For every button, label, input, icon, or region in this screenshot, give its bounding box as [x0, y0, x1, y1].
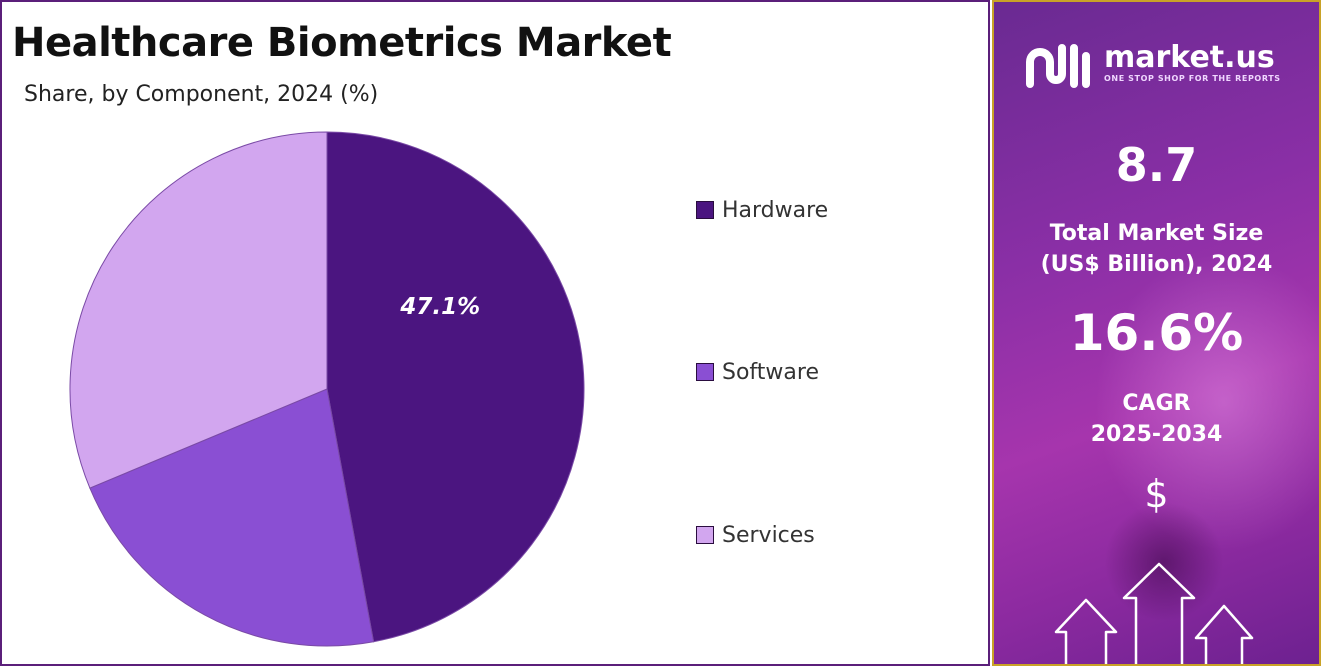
pie-slice-software: [89, 388, 375, 647]
legend-swatch-services: [696, 526, 714, 544]
legend-item-software: Software: [696, 357, 819, 387]
market-size-value: 8.7: [1115, 138, 1198, 192]
pie-chart: 47.1%: [69, 131, 585, 647]
dollar-icon: $: [1144, 472, 1169, 516]
chart-subtitle: Share, by Component, 2024 (%): [24, 82, 379, 107]
cagr-label-line2: 2025-2034: [1090, 422, 1223, 447]
legend-item-hardware: Hardware: [696, 195, 828, 225]
summary-panel: market.us ONE STOP SHOP FOR THE REPORTS …: [992, 0, 1321, 666]
growth-arrows-icon: [1054, 562, 1254, 664]
background-shadow: [1104, 502, 1224, 622]
chart-legend: Hardware Software Services: [696, 2, 956, 666]
brand-name: market.us: [1104, 40, 1275, 75]
pie-slice-hardware: [326, 131, 585, 643]
brand-tagline: ONE STOP SHOP FOR THE REPORTS: [1104, 74, 1281, 83]
legend-label-hardware: Hardware: [722, 197, 829, 223]
legend-item-services: Services: [696, 520, 815, 550]
legend-label-services: Services: [722, 522, 815, 548]
cagr-value: 16.6%: [1069, 304, 1244, 362]
legend-label-software: Software: [722, 359, 819, 385]
background-glow: [1094, 252, 1319, 552]
chart-panel: Healthcare Biometrics Market Share, by C…: [0, 0, 990, 666]
chart-title: Healthcare Biometrics Market: [12, 20, 672, 66]
market-size-label-line2: (US$ Billion), 2024: [1040, 252, 1273, 277]
legend-swatch-hardware: [696, 201, 714, 219]
legend-swatch-software: [696, 363, 714, 381]
market-size-label-line1: Total Market Size: [1049, 221, 1264, 246]
market-us-logo-icon: [1026, 44, 1090, 88]
data-label-hardware: 47.1%: [399, 294, 480, 320]
pie-slice-services: [69, 131, 328, 489]
market-us-logo: market.us ONE STOP SHOP FOR THE REPORTS: [1024, 40, 1314, 92]
cagr-label-line1: CAGR: [1122, 391, 1191, 416]
